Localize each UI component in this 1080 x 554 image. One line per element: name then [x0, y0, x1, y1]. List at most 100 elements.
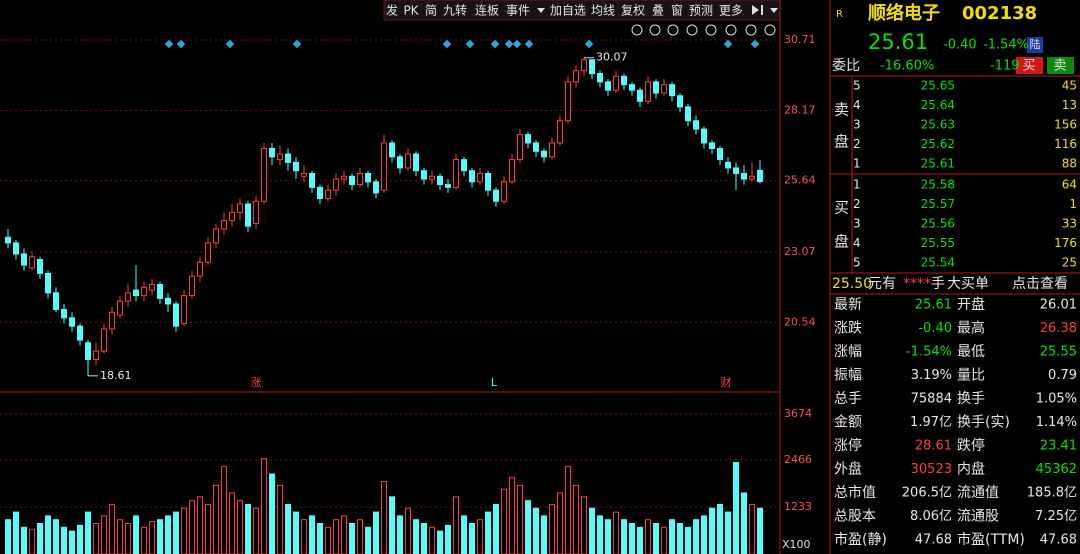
volume-bar — [149, 521, 155, 554]
candle-body — [757, 169, 763, 183]
candle-body — [109, 311, 115, 330]
candle-body — [253, 200, 259, 224]
candle-body — [165, 297, 171, 305]
level-volume: 45 — [1062, 79, 1077, 93]
volume-bar — [237, 500, 243, 554]
toolbar-item[interactable]: 均线 — [591, 4, 615, 18]
stat-value: -0.40 — [918, 321, 952, 336]
event-flag: 财 — [721, 375, 732, 389]
volume-bar — [173, 511, 179, 554]
candle-body — [277, 153, 283, 161]
candle-body — [733, 167, 739, 174]
candle-body — [85, 342, 91, 360]
candle-body — [501, 181, 507, 202]
toolbar-item[interactable]: 更多 — [719, 4, 743, 18]
volume-bar — [221, 465, 227, 554]
volume-bar — [29, 528, 35, 554]
stat-label: 振幅 — [834, 368, 862, 384]
candle-body — [637, 89, 643, 102]
sell-button-label[interactable]: 卖 — [1053, 59, 1066, 74]
candle-body — [597, 73, 603, 83]
big-order: 大买单 — [947, 276, 989, 292]
volume-bar — [661, 526, 667, 554]
level: 1 — [853, 178, 861, 192]
candle-body — [413, 153, 419, 172]
volume-bar — [709, 507, 715, 554]
chart-tools[interactable] — [631, 24, 776, 36]
volume-bar — [717, 503, 723, 554]
volume-bar — [245, 503, 251, 554]
volume-bar — [405, 507, 411, 554]
stat-label: 量比 — [957, 368, 985, 384]
stat-value: 47.68 — [915, 533, 952, 548]
volume-bar — [693, 519, 699, 554]
volume-bar — [285, 503, 291, 554]
volume-bar — [229, 492, 235, 554]
level: 4 — [853, 98, 861, 112]
volume-bar — [365, 526, 371, 554]
volume-bar — [485, 511, 491, 554]
volume-bar — [413, 519, 419, 554]
dropdown-icon[interactable] — [770, 8, 778, 13]
toolbar-item[interactable]: 预测 — [689, 4, 713, 18]
sell-button[interactable] — [1047, 57, 1074, 74]
dropdown-icon[interactable] — [537, 8, 545, 13]
candle-body — [693, 120, 699, 130]
big-order[interactable]: 点击查看 — [1012, 276, 1068, 292]
stat-label: 总股本 — [834, 509, 876, 525]
candle-body — [469, 170, 475, 183]
toolbar-item[interactable]: 连板 — [475, 3, 499, 18]
y-tick-label: 23.07 — [784, 245, 816, 258]
toolbar-item[interactable]: 九转 — [443, 3, 467, 18]
toolbar-item[interactable]: 复权 — [621, 4, 645, 18]
toolbar-item[interactable]: 事件 — [506, 4, 530, 18]
stat-label: 涨跌 — [834, 321, 862, 337]
buy-button-label[interactable]: 买 — [1022, 59, 1035, 74]
buy-button[interactable] — [1016, 57, 1043, 74]
toolbar-item[interactable]: 加自选 — [550, 4, 586, 18]
candle-body — [629, 84, 635, 91]
volume-bar — [501, 488, 507, 554]
play-icon[interactable] — [761, 5, 763, 15]
candle-body — [589, 59, 595, 75]
candle-body — [117, 300, 123, 316]
candle-body — [325, 189, 331, 199]
volume-bar — [573, 484, 579, 554]
candle-body — [653, 81, 659, 94]
level-volume: 176 — [1054, 236, 1077, 250]
candle-body — [373, 181, 379, 194]
candle-body — [717, 148, 723, 161]
toolbar-item[interactable]: 简 — [425, 4, 437, 18]
candle-body — [389, 142, 395, 158]
volume-bar — [85, 511, 91, 554]
volume-bar — [533, 507, 539, 554]
volume-bar — [629, 523, 635, 554]
volume-bar — [637, 526, 643, 554]
volume-bar — [261, 458, 267, 554]
volume-bar — [269, 473, 275, 554]
volume-bar — [357, 519, 363, 554]
volume-bar — [93, 523, 99, 554]
volume-bar — [469, 523, 475, 554]
stat-value: 28.61 — [915, 439, 952, 454]
toolbar-item[interactable]: 发 — [386, 3, 398, 18]
volume-bar — [621, 519, 627, 554]
candle-body — [237, 203, 243, 213]
candle-body — [21, 253, 27, 266]
level: 3 — [853, 217, 861, 231]
stat-label: 流通股 — [957, 509, 999, 525]
volume-bar — [741, 492, 747, 554]
play-icon[interactable] — [752, 5, 759, 15]
last-price: 25.61 — [868, 30, 928, 54]
toolbar-item[interactable]: 叠 — [652, 4, 664, 18]
level-price: 25.63 — [921, 118, 955, 132]
volume-bar — [757, 507, 763, 554]
volume-bar — [189, 500, 195, 554]
stat-label: 涨停 — [834, 437, 862, 454]
candle-body — [453, 159, 459, 188]
market: 陆 — [1030, 37, 1041, 51]
level-volume: 116 — [1054, 137, 1077, 151]
candle-body — [541, 150, 547, 158]
toolbar-item[interactable]: PK — [403, 4, 419, 18]
toolbar-item[interactable]: 窗 — [671, 4, 683, 18]
